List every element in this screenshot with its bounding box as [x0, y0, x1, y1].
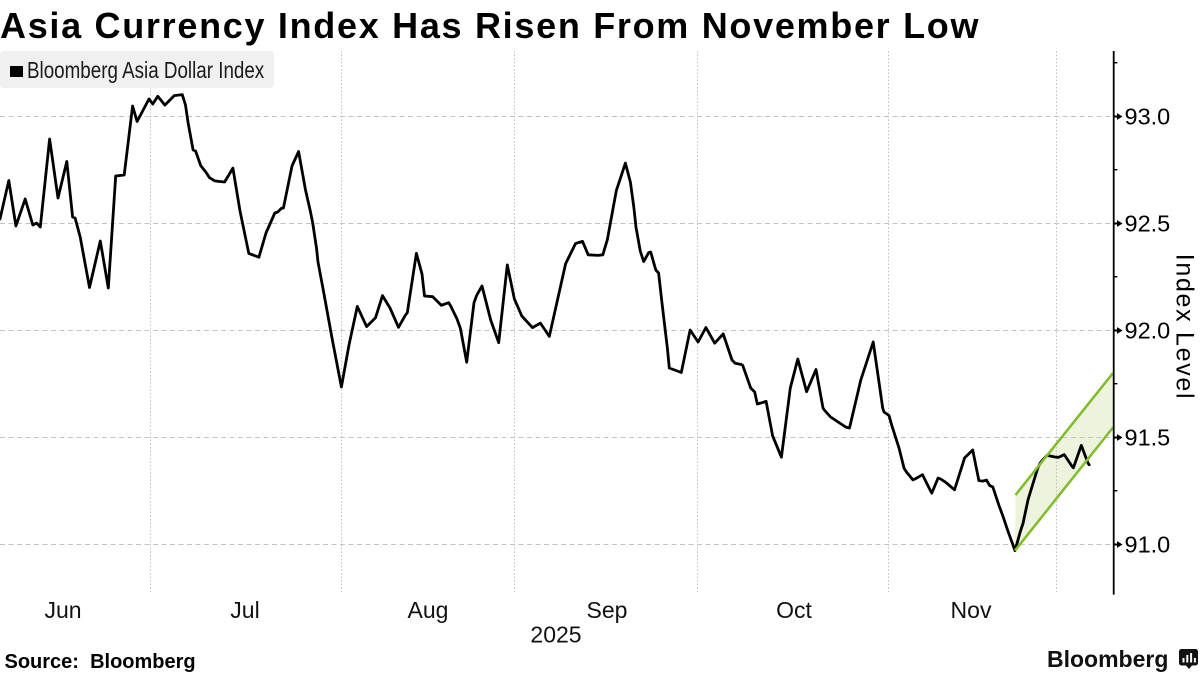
- svg-text:Oct: Oct: [776, 597, 812, 623]
- svg-text:Nov: Nov: [951, 597, 992, 623]
- svg-text:Aug: Aug: [408, 597, 449, 623]
- svg-text:Sep: Sep: [587, 597, 628, 623]
- svg-text:Jul: Jul: [230, 597, 259, 623]
- svg-text:91.5: 91.5: [1125, 425, 1171, 451]
- svg-text:2025: 2025: [530, 622, 581, 648]
- svg-text:92.0: 92.0: [1125, 318, 1171, 344]
- svg-text:92.5: 92.5: [1125, 211, 1171, 237]
- svg-text:93.0: 93.0: [1125, 104, 1171, 130]
- svg-text:Index Level: Index Level: [1171, 254, 1199, 401]
- svg-text:91.0: 91.0: [1125, 532, 1171, 558]
- svg-text:Jun: Jun: [44, 597, 81, 623]
